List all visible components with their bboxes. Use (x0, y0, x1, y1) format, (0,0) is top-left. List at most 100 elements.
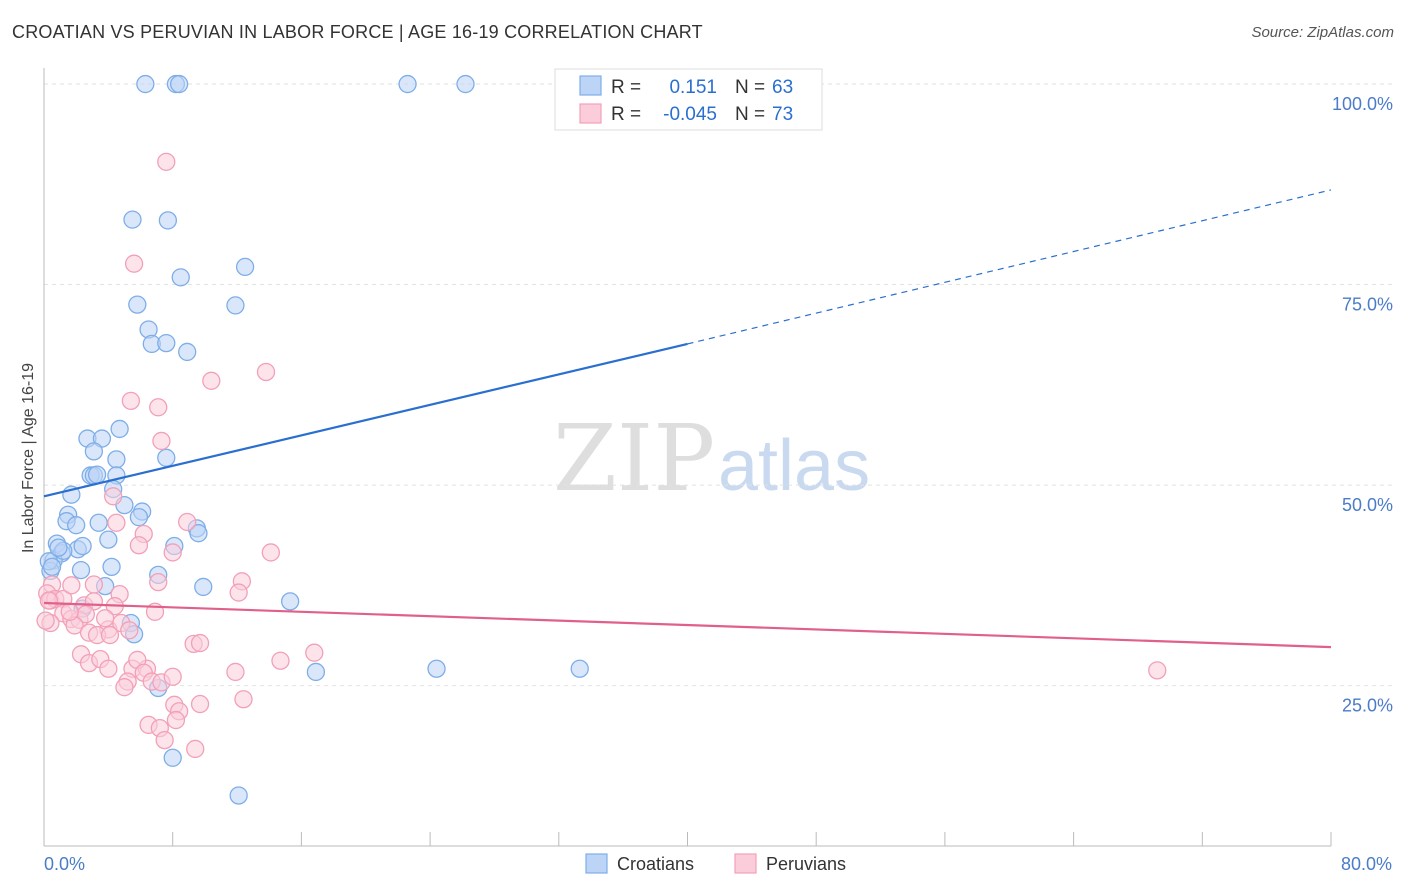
legend-bottom-label-peruvians: Peruvians (766, 854, 846, 874)
croatian-point-44 (102, 557, 121, 577)
x-tick-label-max: 80.0% (1341, 854, 1392, 874)
peruvian-point-8 (107, 513, 126, 532)
peruvian-point-16 (229, 583, 248, 602)
croatian-point-7 (171, 268, 190, 287)
peruvian-point-71 (60, 602, 79, 621)
croatian-point-3 (398, 74, 417, 94)
croatian-point-0 (136, 74, 155, 94)
legend-r-label-croatians: R = (611, 77, 641, 98)
legend-n-label-croatians: N = (735, 77, 765, 98)
trend-line-croatians-extension (687, 189, 1332, 345)
croatian-point-17 (110, 419, 129, 439)
peruvian-point-9 (178, 512, 197, 532)
croatian-point-8 (235, 257, 255, 277)
croatian-point-18 (107, 450, 126, 469)
trend-line-peruvians (43, 601, 1332, 649)
croatian-point-6 (158, 211, 178, 230)
peruvian-point-70 (39, 591, 58, 610)
legend-r-value-peruvians: -0.045 (663, 104, 717, 125)
peruvian-point-54 (226, 662, 245, 682)
croatian-point-56 (163, 748, 182, 767)
peruvian-point-23 (84, 575, 104, 594)
peruvian-point-69 (36, 611, 55, 630)
croatian-point-59 (42, 557, 62, 577)
legend-r-label-peruvians: R = (611, 104, 641, 125)
watermark-atlas: atlas (718, 426, 870, 506)
croatian-point-62 (49, 538, 68, 557)
legend-bottom-label-croatians: Croatians (617, 854, 694, 874)
peruvian-point-5 (149, 398, 168, 417)
peruvian-point-14 (149, 572, 168, 592)
peruvian-point-0 (157, 152, 176, 171)
croatian-point-9 (128, 295, 147, 314)
peruvian-point-67 (186, 739, 205, 759)
peruvian-point-66 (155, 730, 174, 750)
peruvian-point-4 (121, 391, 141, 411)
y-axis-label: In Labor Force | Age 16-19 (20, 363, 37, 553)
croatian-point-61 (87, 465, 107, 484)
peruvian-point-56 (305, 643, 324, 662)
peruvian-point-3 (256, 362, 276, 382)
croatian-point-34 (189, 524, 208, 543)
x-tick-label-min: 0.0% (44, 854, 85, 874)
legend-bottom-swatch-peruvians (734, 853, 757, 874)
legend-swatch-peruvians (579, 103, 602, 124)
series-croatians-points (39, 74, 589, 805)
legend-bottom: Croatians Peruvians (585, 853, 846, 874)
croatian-point-10 (226, 296, 245, 315)
croatian-point-53 (427, 659, 446, 678)
peruvian-point-42 (190, 633, 210, 653)
croatian-point-5 (123, 210, 142, 229)
peruvian-point-40 (120, 621, 139, 640)
peruvian-point-1 (124, 254, 144, 273)
peruvian-point-7 (104, 487, 123, 506)
x-ticks (43, 832, 1332, 846)
croatian-point-32 (89, 513, 108, 532)
trend-line-croatians (43, 342, 688, 498)
peruvian-point-60 (190, 694, 210, 714)
croatian-point-54 (570, 659, 589, 678)
croatian-point-38 (73, 536, 92, 556)
peruvian-point-13 (261, 543, 280, 562)
peruvian-point-61 (234, 690, 253, 709)
croatian-point-20 (84, 442, 104, 461)
y-tick-label-3: 100.0% (1332, 94, 1393, 114)
chart-title: CROATIAN VS PERUVIAN IN LABOR FORCE | AG… (12, 22, 703, 42)
peruvian-point-39 (100, 625, 120, 645)
y-tick-label-1: 50.0% (1342, 495, 1393, 515)
peruvian-point-2 (202, 371, 221, 390)
croatian-point-19 (157, 448, 176, 467)
peruvian-point-68 (1148, 661, 1167, 680)
watermark-zip: ZIP (553, 405, 715, 512)
peruvian-point-6 (152, 431, 171, 451)
croatian-point-47 (194, 577, 213, 597)
y-tick-label-2: 75.0% (1342, 295, 1393, 315)
croatian-point-2 (169, 74, 189, 94)
legend-n-value-peruvians: 73 (772, 104, 793, 125)
legend-swatch-croatians (579, 75, 602, 96)
croatian-point-29 (129, 508, 149, 527)
croatian-point-52 (306, 662, 326, 682)
peruvian-point-46 (99, 659, 118, 678)
peruvian-point-22 (62, 576, 81, 595)
trend-lines (43, 189, 1332, 649)
peruvian-point-65 (166, 710, 186, 730)
source-label: Source: ZipAtlas.com (1251, 24, 1394, 41)
croatian-point-4 (456, 74, 475, 94)
croatian-point-43 (71, 560, 91, 580)
croatian-point-13 (157, 333, 176, 353)
legend-r-value-croatians: 0.151 (669, 77, 717, 98)
peruvian-point-55 (271, 651, 290, 670)
y-tick-label-0: 25.0% (1342, 696, 1393, 716)
croatian-point-39 (99, 530, 118, 549)
peruvian-point-53 (163, 667, 182, 686)
legend-bottom-swatch-croatians (585, 853, 608, 874)
legend-top: R = 0.151 N = 63 R = -0.045 N = 73 (554, 68, 823, 131)
croatian-point-31 (67, 516, 86, 535)
peruvian-point-72 (95, 609, 115, 628)
croatian-point-48 (280, 592, 300, 611)
peruvian-point-12 (163, 543, 182, 562)
y-tick-labels: 25.0% 50.0% 75.0% 100.0% (1332, 94, 1393, 716)
grid-lines (44, 83, 1392, 687)
